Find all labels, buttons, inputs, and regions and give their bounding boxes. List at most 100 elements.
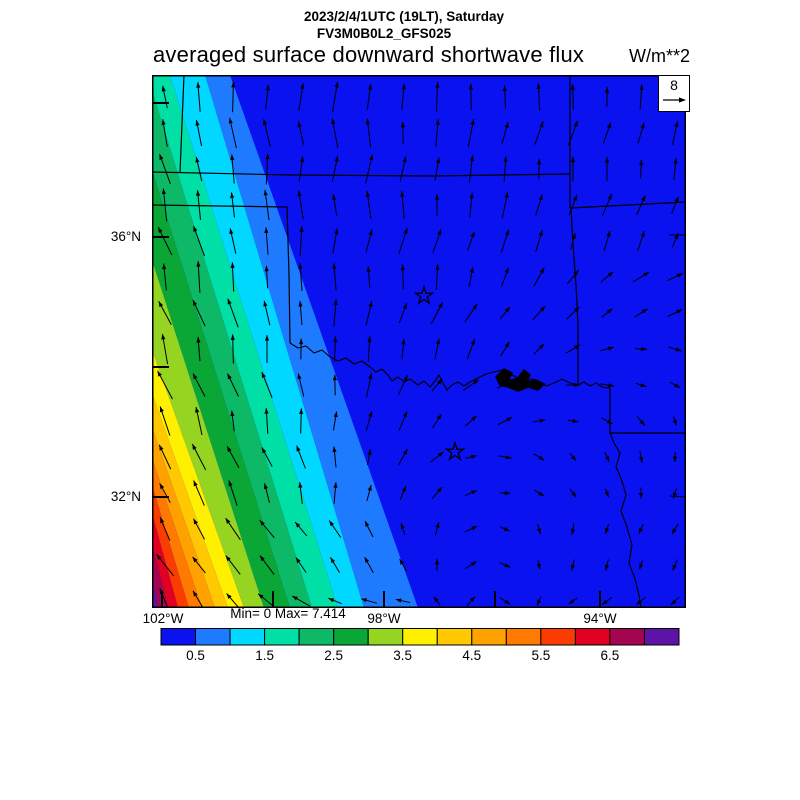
wind-arrow [366, 449, 372, 465]
wind-arrow [672, 487, 678, 499]
wind-arrow [501, 192, 509, 218]
wind-arrow [635, 346, 647, 352]
colorbar-cell-5 [333, 628, 369, 646]
wind-arrow [261, 371, 273, 399]
wind-arrow [499, 597, 511, 605]
border-ok-panhandle-south [152, 204, 288, 208]
wind-arrow [537, 158, 542, 180]
wind-arrow [401, 83, 406, 111]
wind-arrow [604, 524, 610, 534]
wind-arrow [399, 558, 407, 572]
wind-arrow [332, 374, 337, 396]
wind-arrow [500, 229, 510, 253]
colorbar-cell-14 [643, 628, 680, 646]
wind-vector-field [156, 81, 683, 608]
wind-arrow [639, 560, 644, 570]
wind-arrow [672, 559, 678, 571]
wind-arrow [432, 229, 442, 253]
wind-arrow [193, 518, 205, 540]
wind-arrow [599, 383, 615, 388]
wind-arrow [225, 555, 241, 575]
border-mo-ar [569, 201, 686, 209]
wind-arrow [159, 406, 171, 436]
wind-arrow [157, 370, 173, 400]
lon-label-102w: 102°W [142, 611, 184, 626]
colorbar-cell-8 [436, 628, 473, 646]
wind-arrow [500, 526, 510, 532]
wind-arrow [503, 156, 508, 182]
flux-band-5.5-6 [152, 485, 189, 608]
wind-arrow [604, 451, 610, 463]
flux-band-2.5-3 [152, 170, 290, 608]
flux-band-6-6.5 [152, 513, 178, 608]
flux-band-5-5.5 [152, 458, 202, 608]
wind-arrow [398, 448, 408, 466]
lat-label-36n: 36°N [110, 229, 141, 244]
wind-arrow [398, 374, 408, 396]
wind-arrow [639, 84, 644, 110]
wind-arrow [672, 451, 678, 463]
wind-arrow [331, 155, 339, 183]
wind-arrow [332, 411, 338, 431]
wind-arrow [671, 121, 679, 145]
wind-arrow [637, 122, 645, 144]
wind-arrow [332, 194, 338, 216]
map-frame [152, 75, 686, 608]
river-segment-right-2 [669, 495, 686, 498]
wind-arrow [161, 119, 168, 147]
wind-arrow [263, 483, 270, 503]
wind-arrow [433, 596, 441, 606]
wind-arrow [430, 301, 444, 325]
wind-arrow [600, 271, 614, 283]
wind-arrow [161, 85, 168, 109]
wind-arrow [265, 84, 270, 110]
wind-arrow [568, 597, 578, 605]
wind-arrow [298, 83, 305, 111]
wind-arrow [365, 229, 373, 253]
wind-arrow [533, 489, 545, 497]
wind-arrow [230, 154, 235, 184]
wind-arrow [468, 83, 473, 111]
colorbar-cell-12 [574, 628, 611, 646]
flux-band-0.5-1 [205, 75, 418, 608]
wind-arrow [465, 454, 477, 459]
wind-arrow [225, 517, 241, 541]
wind-arrow [298, 300, 303, 326]
wind-arrow [636, 596, 646, 606]
wind-arrow [466, 338, 476, 360]
colorbar-cell-11 [540, 628, 576, 646]
wind-arrow [400, 522, 406, 536]
wind-arrow [365, 411, 373, 431]
wind-arrow [196, 336, 201, 362]
wind-arrow [264, 227, 269, 255]
wind-arrow [364, 520, 374, 538]
flux-band-3.5-4 [152, 350, 244, 608]
wind-arrow [195, 156, 203, 182]
red-river [289, 342, 611, 391]
wind-arrow [497, 416, 513, 426]
flux-map-canvas [152, 75, 686, 608]
wind-arrow [264, 265, 269, 289]
wind-arrow [395, 598, 411, 604]
wind-arrow [230, 334, 235, 364]
units-label: W/m**2 [628, 46, 690, 66]
wind-arrow [158, 301, 172, 325]
wind-arrow [230, 192, 235, 218]
wind-arrow [634, 308, 648, 318]
wind-arrow [570, 559, 576, 571]
wind-arrow [566, 306, 580, 320]
wind-arrow [400, 264, 405, 290]
wind-arrow [532, 418, 546, 423]
wind-arrow [532, 305, 546, 321]
colorbar-cell-7 [402, 628, 438, 646]
wind-arrow [667, 272, 683, 282]
colorbar-tick-label: 3.5 [393, 648, 413, 663]
wind-arrow [501, 122, 509, 144]
wind-arrow [569, 488, 577, 498]
wind-arrow [156, 553, 174, 577]
colorbar-tick-label: 6.5 [600, 648, 620, 663]
wind-arrow [499, 562, 511, 568]
wind-arrow [398, 303, 408, 323]
wind-arrow [399, 156, 407, 182]
